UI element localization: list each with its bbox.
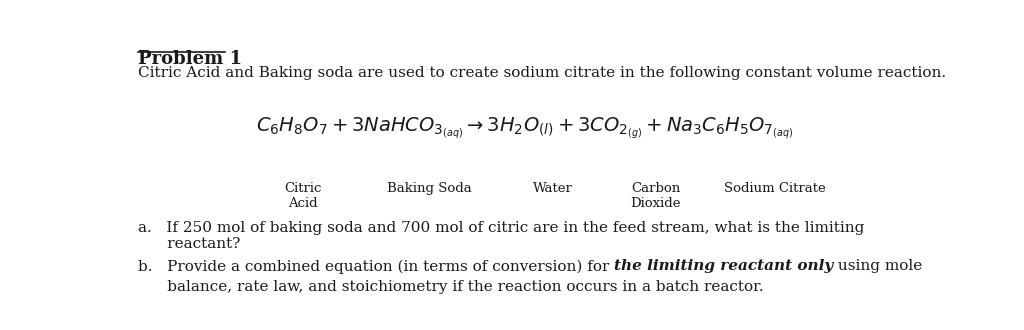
- Text: Sodium Citrate: Sodium Citrate: [724, 182, 825, 195]
- Text: Citric Acid and Baking soda are used to create sodium citrate in the following c: Citric Acid and Baking soda are used to …: [137, 66, 945, 80]
- Text: the limiting reactant only: the limiting reactant only: [613, 259, 833, 273]
- Text: Citric
Acid: Citric Acid: [284, 182, 322, 210]
- Text: Carbon
Dioxide: Carbon Dioxide: [631, 182, 681, 210]
- Text: using mole: using mole: [833, 259, 923, 273]
- Text: a.   If 250 mol of baking soda and 700 mol of citric are in the feed stream, wha: a. If 250 mol of baking soda and 700 mol…: [137, 221, 864, 251]
- Text: Problem 1: Problem 1: [137, 50, 242, 68]
- Text: Baking Soda: Baking Soda: [387, 182, 472, 195]
- Text: Water: Water: [532, 182, 572, 195]
- Text: balance, rate law, and stoichiometry if the reaction occurs in a batch reactor.: balance, rate law, and stoichiometry if …: [137, 280, 763, 294]
- Text: b.   Provide a combined equation (in terms of conversion) for: b. Provide a combined equation (in terms…: [137, 259, 613, 274]
- Text: $C_6H_8O_7 + 3NaHCO_{3_{(aq)}} \rightarrow 3H_2O_{(l)} + 3CO_{2_{(g)}} + Na_3C_6: $C_6H_8O_7 + 3NaHCO_{3_{(aq)}} \rightarr…: [256, 116, 794, 142]
